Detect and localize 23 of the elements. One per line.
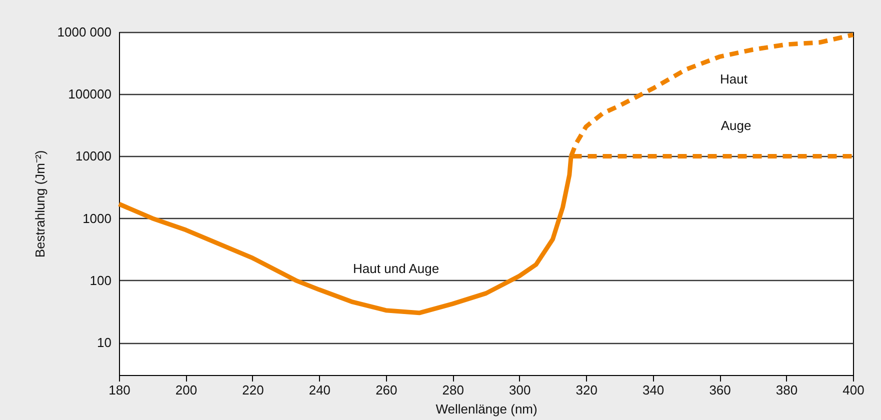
y-tick-label: 100000 <box>68 86 112 102</box>
x-tick-label: 340 <box>642 382 664 398</box>
x-tick-label: 260 <box>376 382 398 398</box>
y-tick-label: 10000 <box>75 148 112 164</box>
x-tick-label: 400 <box>842 382 864 398</box>
x-tick-label: 220 <box>242 382 264 398</box>
x-tick-label: 240 <box>308 382 331 398</box>
y-axis-title: Bestrahlung (Jm⁻²) <box>32 150 48 258</box>
y-tick-label: 1000 <box>82 210 112 226</box>
x-axis-title: Wellenlänge (nm) <box>436 402 538 416</box>
x-tick-label: 200 <box>175 382 198 398</box>
x-tick-label: 360 <box>709 382 731 398</box>
x-tick-label: 380 <box>776 382 798 398</box>
x-tick-label: 320 <box>576 382 598 398</box>
x-tick-label: 280 <box>442 382 464 398</box>
x-tick-label: 300 <box>509 382 531 398</box>
x-tick-label: 180 <box>108 382 130 398</box>
series-label: Haut <box>720 72 748 87</box>
y-tick-label: 10 <box>97 335 112 350</box>
series-label: Haut und Auge <box>353 261 440 276</box>
series-label: Auge <box>720 118 752 134</box>
y-tick-label: 1000 000 <box>57 24 112 40</box>
y-tick-label: 100 <box>90 272 112 288</box>
